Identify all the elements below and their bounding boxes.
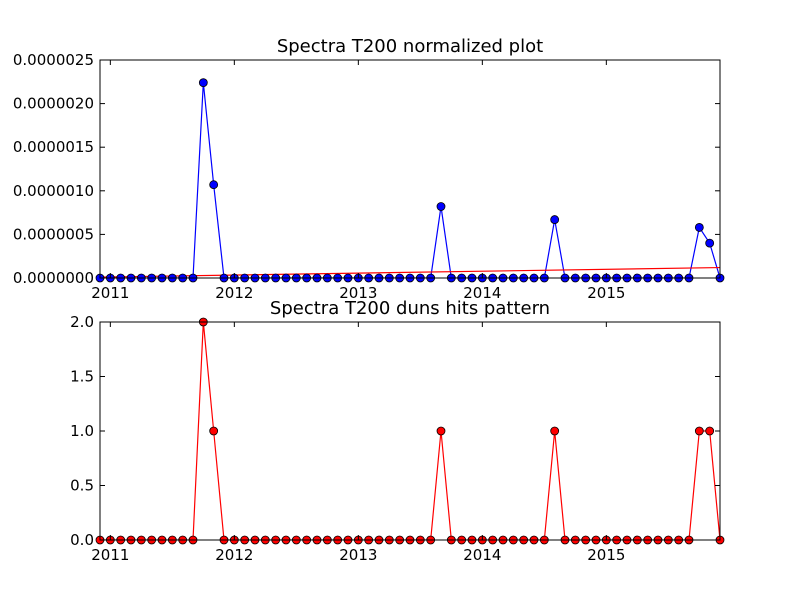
data-point xyxy=(436,202,446,211)
x-tick-label: 2012 xyxy=(215,546,253,564)
x-tick-label: 2014 xyxy=(463,284,501,302)
x-tick-label: 2014 xyxy=(463,546,501,564)
chart-duns-hits-pattern: Spectra T200 duns hits pattern 2011 2012 20… xyxy=(70,298,725,564)
y-tick-label: 0.0000010 xyxy=(13,182,94,200)
y-tick-label: 0.5 xyxy=(70,477,94,495)
data-point xyxy=(209,180,219,190)
y-tick-label: 0.0000025 xyxy=(13,51,94,69)
x-tick-label: 2015 xyxy=(587,284,625,302)
x-tick-label: 2012 xyxy=(215,284,253,302)
y-tick-label: 0.0000020 xyxy=(13,95,94,113)
y-tick-label: 0.0000000 xyxy=(13,269,94,287)
data-point xyxy=(705,238,715,248)
plot-area xyxy=(99,59,721,279)
y-tick-label: 0.0000015 xyxy=(13,138,94,156)
data-point xyxy=(198,78,208,88)
data-point xyxy=(550,426,560,436)
y-tick-label: 1.5 xyxy=(70,368,94,386)
chart-normalized-plot: Spectra T200 normalized plot 2011 2012 2013… xyxy=(13,36,725,302)
trend-line xyxy=(100,266,720,278)
data-point xyxy=(550,215,560,224)
data-point xyxy=(705,426,715,436)
chart-title: Spectra T200 normalized plot xyxy=(277,36,543,57)
y-tick-label: 2.0 xyxy=(70,313,94,331)
x-tick-label: 2011 xyxy=(91,284,129,302)
y-tick-label: 0.0 xyxy=(70,531,94,549)
axes-frame xyxy=(99,59,721,279)
x-tick-label: 2013 xyxy=(339,284,377,302)
y-tick-label: 0.0000005 xyxy=(13,225,94,243)
x-tick-label: 2011 xyxy=(91,546,129,564)
chart-title: Spectra T200 duns hits pattern xyxy=(270,298,550,319)
data-point xyxy=(694,426,704,436)
data-point xyxy=(209,426,219,436)
y-tick-label: 1.0 xyxy=(70,422,94,440)
x-tick-label: 2015 xyxy=(587,546,625,564)
plot-area xyxy=(99,321,721,541)
data-point xyxy=(694,223,704,232)
data-point xyxy=(436,426,446,436)
x-tick-label: 2013 xyxy=(339,546,377,564)
